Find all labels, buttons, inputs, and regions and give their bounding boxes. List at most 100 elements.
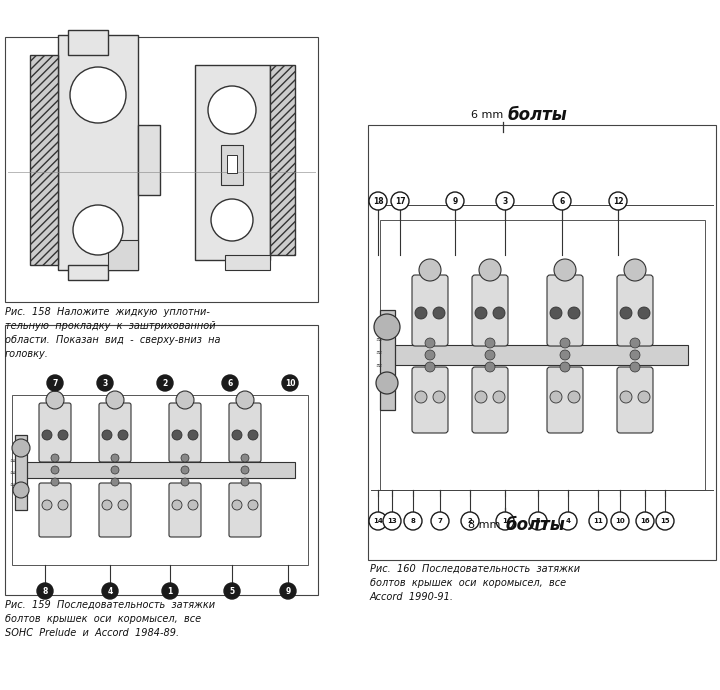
Bar xyxy=(195,65,270,260)
Bar xyxy=(227,155,237,173)
FancyBboxPatch shape xyxy=(39,403,71,462)
Circle shape xyxy=(58,430,68,440)
Text: ≈: ≈ xyxy=(375,335,381,344)
Text: Рис.  160  Последовательность  затяжки
болтов  крышек  оси  коромысел,  все
Acco: Рис. 160 Последовательность затяжки болт… xyxy=(370,564,580,602)
Circle shape xyxy=(111,454,119,462)
FancyBboxPatch shape xyxy=(547,275,583,346)
Bar xyxy=(15,435,27,510)
Bar xyxy=(368,125,716,560)
Circle shape xyxy=(496,512,514,530)
Text: 10: 10 xyxy=(284,379,295,388)
FancyBboxPatch shape xyxy=(39,483,71,537)
Text: ≈: ≈ xyxy=(9,482,15,488)
Circle shape xyxy=(479,259,501,281)
Text: 4: 4 xyxy=(107,586,112,595)
FancyBboxPatch shape xyxy=(547,367,583,433)
Text: Рис.  159  Последовательность  затяжки
болтов  крышек  оси  коромысел,  все
SOHC: Рис. 159 Последовательность затяжки болт… xyxy=(5,600,215,638)
Circle shape xyxy=(433,391,445,403)
Circle shape xyxy=(118,430,128,440)
Circle shape xyxy=(97,375,113,391)
Circle shape xyxy=(282,375,298,391)
Circle shape xyxy=(560,350,570,360)
Circle shape xyxy=(13,482,29,498)
Circle shape xyxy=(620,307,632,319)
Circle shape xyxy=(222,375,238,391)
Circle shape xyxy=(433,307,445,319)
Circle shape xyxy=(188,500,198,510)
Text: 8 mm: 8 mm xyxy=(467,520,500,530)
Circle shape xyxy=(630,350,640,360)
Circle shape xyxy=(559,512,577,530)
Circle shape xyxy=(415,391,427,403)
Circle shape xyxy=(589,512,607,530)
Bar xyxy=(12,395,308,565)
Bar xyxy=(221,145,243,185)
Text: 6: 6 xyxy=(228,379,233,388)
Circle shape xyxy=(102,500,112,510)
Text: 17: 17 xyxy=(395,197,405,206)
Circle shape xyxy=(493,391,505,403)
Circle shape xyxy=(70,67,126,123)
Circle shape xyxy=(58,500,68,510)
Circle shape xyxy=(211,199,253,241)
Circle shape xyxy=(568,391,580,403)
FancyBboxPatch shape xyxy=(617,275,653,346)
Circle shape xyxy=(493,307,505,319)
Circle shape xyxy=(475,391,487,403)
Circle shape xyxy=(224,583,240,599)
Circle shape xyxy=(485,362,495,372)
Bar xyxy=(58,35,138,270)
Circle shape xyxy=(475,307,487,319)
Text: 7: 7 xyxy=(438,518,442,524)
Circle shape xyxy=(554,259,576,281)
Text: 10: 10 xyxy=(615,518,625,524)
Circle shape xyxy=(419,259,441,281)
Circle shape xyxy=(111,466,119,474)
Circle shape xyxy=(12,439,30,457)
Circle shape xyxy=(241,466,249,474)
Text: 9: 9 xyxy=(285,586,291,595)
Circle shape xyxy=(37,583,53,599)
Circle shape xyxy=(624,259,646,281)
Circle shape xyxy=(656,512,674,530)
Circle shape xyxy=(376,372,398,394)
Text: 16: 16 xyxy=(640,518,650,524)
Circle shape xyxy=(236,391,254,409)
Text: ≈: ≈ xyxy=(9,458,15,464)
Text: ≈: ≈ xyxy=(9,470,15,476)
Text: 4: 4 xyxy=(565,518,570,524)
Text: 5: 5 xyxy=(536,518,541,524)
Circle shape xyxy=(51,466,59,474)
Text: 2: 2 xyxy=(163,379,168,388)
Bar xyxy=(108,240,138,270)
Text: 3: 3 xyxy=(102,379,107,388)
Text: болты: болты xyxy=(508,106,568,124)
Circle shape xyxy=(425,350,435,360)
Text: 12: 12 xyxy=(613,197,624,206)
Circle shape xyxy=(181,454,189,462)
Circle shape xyxy=(172,500,182,510)
Circle shape xyxy=(550,307,562,319)
Circle shape xyxy=(46,391,64,409)
Text: 14: 14 xyxy=(373,518,383,524)
Circle shape xyxy=(176,391,194,409)
Circle shape xyxy=(232,430,242,440)
Circle shape xyxy=(248,500,258,510)
Bar xyxy=(5,325,318,595)
Circle shape xyxy=(485,350,495,360)
Bar xyxy=(138,125,160,195)
Circle shape xyxy=(118,500,128,510)
Text: 8: 8 xyxy=(410,518,415,524)
Circle shape xyxy=(157,375,173,391)
FancyBboxPatch shape xyxy=(472,275,508,346)
Circle shape xyxy=(181,478,189,486)
Bar xyxy=(225,255,270,270)
FancyBboxPatch shape xyxy=(229,403,261,462)
Circle shape xyxy=(630,338,640,348)
Text: 13: 13 xyxy=(387,518,397,524)
Circle shape xyxy=(391,192,409,210)
Circle shape xyxy=(188,430,198,440)
Bar xyxy=(25,462,295,478)
Circle shape xyxy=(568,307,580,319)
Circle shape xyxy=(280,583,296,599)
